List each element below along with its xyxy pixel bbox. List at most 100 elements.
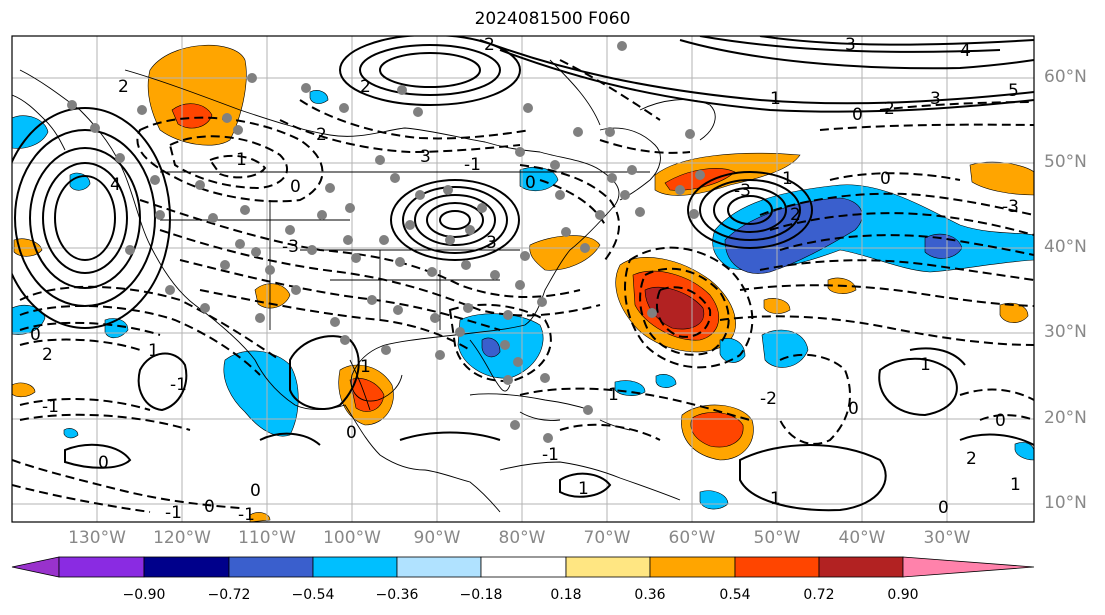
contour-label: 0 xyxy=(938,498,949,518)
colorbar-tick-label: 0.36 xyxy=(634,587,666,603)
contour-label: 2 xyxy=(316,125,327,145)
contour-label: -3 xyxy=(1002,197,1019,217)
negative-core-gulf xyxy=(481,337,501,358)
map-frame xyxy=(11,35,1035,523)
contour-label: 0 xyxy=(98,453,109,473)
positive-area-far-east xyxy=(969,161,1034,196)
negative-area-pacific-low xyxy=(12,305,46,335)
contour-label: 1 xyxy=(148,341,159,361)
positive-area-pacific-south xyxy=(12,382,36,398)
colorbar-bin xyxy=(480,556,567,578)
contour-label: -1 xyxy=(42,397,59,417)
negative-area-caribbean-2 xyxy=(655,374,677,388)
contour-label: 0 xyxy=(250,481,261,501)
lat-label-50n: 50°N xyxy=(1044,152,1087,172)
negative-contours xyxy=(12,59,1034,513)
colorbar-bin xyxy=(565,556,651,578)
colorbar-tick-label: −0.18 xyxy=(459,587,503,603)
positive-core-caribbean xyxy=(690,412,744,448)
colorbar-bin xyxy=(228,556,314,578)
colorbar-bin xyxy=(734,556,820,578)
lat-label-60n: 60°N xyxy=(1044,67,1087,87)
contour-label: 1 xyxy=(578,479,589,499)
contour-label: 1 xyxy=(770,489,781,509)
colorbar-tick-label: −0.54 xyxy=(291,587,335,603)
lat-label-10n: 10°N xyxy=(1044,493,1087,513)
lon-label-100w: 100°W xyxy=(323,528,381,548)
colorbar-bin xyxy=(396,556,482,578)
graticule xyxy=(12,36,1034,522)
contour-label: 1 xyxy=(770,89,781,109)
colorbar-tick-label: −0.90 xyxy=(122,587,166,603)
colorbar-bin xyxy=(143,556,230,578)
lon-label-60w: 60°W xyxy=(668,528,716,548)
contour-label: -2 xyxy=(760,389,777,409)
contour-label: -1 xyxy=(170,375,187,395)
map-title: 2024081500 F060 xyxy=(474,9,631,29)
contour-label: 2 xyxy=(484,35,495,55)
contour-label: 0 xyxy=(290,177,301,197)
lon-label-120w: 120°W xyxy=(153,528,211,548)
low-center-atlantic xyxy=(699,179,801,241)
low-center-hudson xyxy=(339,36,521,106)
lon-label-70w: 70°W xyxy=(583,528,631,548)
lon-label-110w: 110°W xyxy=(238,528,296,548)
contour-label: 0 xyxy=(848,399,859,419)
lat-label-30n: 30°N xyxy=(1044,322,1087,342)
contour-label: 3 xyxy=(930,89,941,109)
colorbar-bin xyxy=(58,556,145,578)
positive-core-gulf-mexico xyxy=(349,378,385,412)
contour-label: 2 xyxy=(884,99,895,119)
contour-label: 1 xyxy=(920,355,931,375)
colorbar-bin xyxy=(312,556,398,578)
colorbar-tick-label: 0.90 xyxy=(887,587,919,603)
low-center-great-lakes xyxy=(414,194,496,246)
lon-label-90w: 90°W xyxy=(413,528,461,548)
contour-label: 2 xyxy=(42,345,53,365)
colorbar-tick-label: −0.36 xyxy=(375,587,419,603)
colorbar-tick-label: −0.72 xyxy=(207,587,251,603)
contour-label: 1 xyxy=(1010,475,1021,495)
contour-label: 0 xyxy=(852,105,863,125)
contour-label: 0 xyxy=(204,497,215,517)
colorbar-tick-label: 0.72 xyxy=(803,587,835,603)
contour-label: 2 xyxy=(790,205,801,225)
positive-area-pacific-low xyxy=(249,512,271,522)
colorbar-bin xyxy=(649,556,736,578)
negative-area-east-edge xyxy=(1014,442,1034,461)
colorbar xyxy=(11,556,1035,578)
high-pressure-pacific xyxy=(29,147,141,289)
contour-label: 0 xyxy=(30,325,41,345)
negative-area-pacific-tiny xyxy=(63,428,79,439)
colorbar-tick-label: 0.54 xyxy=(719,587,751,603)
lat-label-40n: 40°N xyxy=(1044,237,1087,257)
positive-contours xyxy=(12,36,1034,512)
contour-label: 5 xyxy=(1008,81,1019,101)
contour-label: 0 xyxy=(346,423,357,443)
contour-label: 4 xyxy=(960,41,971,61)
contour-label: 4 xyxy=(110,175,121,195)
contour-label: 1 xyxy=(782,169,793,189)
colorbar-bin xyxy=(818,556,904,578)
contour-label: -3 xyxy=(282,237,299,257)
negative-area-mid-atlantic-1 xyxy=(761,329,809,368)
contour-label: 3 xyxy=(845,35,856,55)
contour-label: 1 xyxy=(608,385,619,405)
lon-label-40w: 40°W xyxy=(838,528,886,548)
contour-label: 3 xyxy=(486,233,497,253)
colorbar-under-arrow xyxy=(11,556,60,578)
contour-label: -1 xyxy=(165,503,182,523)
contour-label: 1 xyxy=(360,357,371,377)
positive-area-east-small xyxy=(999,302,1029,323)
lon-label-50w: 50°W xyxy=(753,528,801,548)
contour-label: -1 xyxy=(464,155,481,175)
negative-area-labrador xyxy=(309,90,329,104)
lat-label-20n: 20°N xyxy=(1044,408,1087,428)
colorbar-tick-label: 0.18 xyxy=(550,587,582,603)
contour-label: 0 xyxy=(880,169,891,189)
contour-label: 2 xyxy=(118,77,129,97)
contour-label: -1 xyxy=(542,445,559,465)
lon-label-80w: 80°W xyxy=(498,528,546,548)
positive-area-west-canada xyxy=(147,44,247,146)
